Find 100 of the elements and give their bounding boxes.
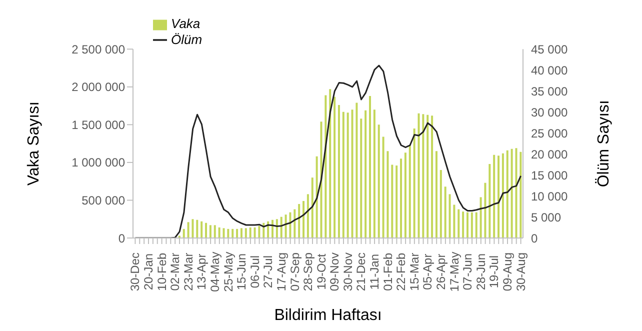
bar bbox=[338, 105, 340, 238]
x-axis-title: Bildirim Haftası bbox=[274, 307, 382, 324]
bar bbox=[258, 226, 260, 238]
x-tick-label: 30-Nov bbox=[340, 252, 355, 292]
y2-tick-label: 30 000 bbox=[531, 105, 568, 120]
bar bbox=[418, 113, 420, 238]
y-tick-label: 500 000 bbox=[82, 193, 126, 208]
y2-axis-title: Ölüm Sayısı bbox=[594, 100, 613, 188]
bar bbox=[227, 228, 230, 238]
bar bbox=[404, 152, 406, 238]
bar bbox=[484, 182, 486, 238]
bar bbox=[413, 128, 416, 238]
x-tick-label: 04-May bbox=[208, 252, 222, 292]
bar bbox=[448, 194, 451, 238]
bar bbox=[324, 95, 327, 238]
bar bbox=[498, 156, 500, 238]
bar bbox=[368, 96, 371, 238]
y-tick-label: 1 500 000 bbox=[72, 118, 126, 132]
bar bbox=[306, 194, 309, 238]
y2-tick-label: 0 bbox=[531, 231, 538, 246]
bar bbox=[236, 228, 238, 238]
x-tick-label: 22-Feb bbox=[394, 252, 408, 291]
bar bbox=[435, 151, 438, 238]
bar bbox=[209, 225, 212, 238]
bar bbox=[480, 197, 482, 238]
bar bbox=[520, 152, 522, 238]
y2-tick-label: 45 000 bbox=[531, 42, 568, 56]
bar bbox=[218, 227, 220, 238]
y2-tick-label: 40 000 bbox=[531, 63, 568, 78]
bar bbox=[329, 89, 332, 238]
x-tick-label: 05-Apr bbox=[420, 254, 435, 290]
bar bbox=[187, 222, 190, 238]
bar bbox=[342, 112, 344, 238]
bar bbox=[488, 164, 491, 238]
y2-tick-label: 5 000 bbox=[531, 210, 562, 224]
x-tick-label: 01-Feb bbox=[380, 252, 395, 291]
x-tick-label: 15-Mar bbox=[407, 252, 422, 291]
bar bbox=[316, 156, 318, 238]
bar bbox=[458, 209, 460, 238]
y2-tick-label: 20 000 bbox=[531, 147, 568, 162]
bar bbox=[408, 145, 411, 238]
bar bbox=[475, 212, 478, 238]
y-tick-label: 2 500 000 bbox=[72, 42, 126, 56]
bar bbox=[334, 96, 336, 238]
bar bbox=[493, 154, 496, 238]
bar bbox=[431, 116, 434, 238]
bar bbox=[422, 114, 424, 238]
bar bbox=[356, 102, 358, 238]
bar bbox=[249, 227, 252, 238]
bar bbox=[214, 225, 216, 238]
x-tick-label: 25-May bbox=[221, 252, 236, 292]
bar bbox=[232, 228, 234, 238]
x-tick-label: 30-Aug bbox=[514, 252, 528, 292]
bar bbox=[391, 164, 394, 238]
bar bbox=[440, 170, 442, 238]
x-tick-label: 19-Jul bbox=[487, 255, 502, 288]
bar bbox=[205, 222, 208, 238]
x-tick-label: 17-May bbox=[447, 252, 462, 292]
y-axis-title: Vaka Sayısı bbox=[26, 101, 43, 186]
legend-label: Ölüm bbox=[171, 32, 202, 47]
bar bbox=[386, 151, 389, 238]
bar bbox=[373, 110, 376, 238]
bar bbox=[320, 122, 322, 238]
x-tick-label: 13-Apr bbox=[194, 254, 209, 290]
x-tick-label: 26-Apr bbox=[434, 254, 448, 290]
x-tick-label: 07-Sep bbox=[288, 252, 302, 292]
x-tick-label: 11-Jan bbox=[368, 254, 382, 290]
x-tick-label: 02-Mar bbox=[168, 252, 182, 291]
x-tick-label: 06-Jul bbox=[248, 255, 262, 288]
bar bbox=[351, 110, 354, 238]
bar bbox=[466, 212, 468, 238]
bar bbox=[192, 219, 194, 238]
x-tick-label: 15-Jun bbox=[234, 253, 249, 290]
bar bbox=[502, 153, 504, 238]
x-tick-label: 10-Feb bbox=[154, 252, 169, 291]
bar bbox=[254, 227, 256, 238]
x-tick-label: 17-Aug bbox=[274, 252, 288, 292]
bar bbox=[182, 228, 185, 238]
bar bbox=[222, 228, 225, 238]
bar bbox=[444, 186, 446, 238]
x-tick-label: 28-Sep bbox=[301, 252, 316, 292]
bar bbox=[200, 221, 203, 238]
x-tick-label: 27-Jul bbox=[261, 255, 276, 288]
y2-tick-label: 10 000 bbox=[531, 189, 568, 204]
bar bbox=[284, 214, 287, 238]
bar bbox=[426, 114, 429, 238]
bar bbox=[346, 112, 349, 238]
x-tick-label: 28-Jun bbox=[474, 253, 488, 290]
y2-tick-label: 25 000 bbox=[531, 126, 568, 140]
bar bbox=[462, 212, 464, 238]
bar bbox=[276, 219, 278, 238]
bar bbox=[364, 110, 367, 238]
x-tick-label: 09-Nov bbox=[328, 252, 342, 292]
y2-tick-label: 35 000 bbox=[531, 84, 568, 98]
bar bbox=[400, 158, 402, 238]
bar bbox=[360, 118, 362, 238]
x-tick-label: 30-Dec bbox=[128, 252, 142, 292]
bar bbox=[196, 220, 198, 238]
y-tick-label: 0 bbox=[118, 231, 126, 246]
bar bbox=[515, 148, 518, 238]
